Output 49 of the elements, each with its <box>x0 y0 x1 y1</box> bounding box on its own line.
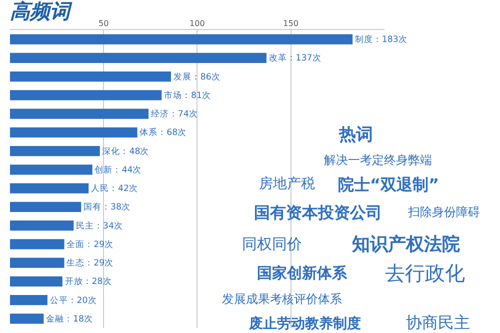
bar <box>10 164 92 175</box>
x-tick-label: 100 <box>190 18 205 28</box>
bar <box>10 202 82 212</box>
annotation: 国有资本投资公司 <box>254 203 382 222</box>
x-tick-label: 50 <box>98 18 109 28</box>
data-label: 创新：44次 <box>94 164 142 176</box>
bar <box>10 52 266 64</box>
annotation: 热词 <box>338 125 373 145</box>
data-label: 国有：38次 <box>83 202 130 213</box>
data-label: 公平：20次 <box>50 294 97 306</box>
annotation: 解决一考定终身弊端 <box>324 153 432 167</box>
data-label: 生态：29次 <box>66 258 114 269</box>
bar <box>10 294 48 306</box>
bar <box>10 146 100 156</box>
text: 去行政化 <box>385 261 465 285</box>
bar <box>10 34 353 44</box>
annotation: 院士“双退制” <box>338 175 440 194</box>
bar <box>10 127 138 138</box>
data-label: 开放：28次 <box>64 276 112 288</box>
data-label: 人民：42次 <box>90 183 138 194</box>
text: 扫除身份障碍 <box>407 205 480 219</box>
annotation: 知识产权法院 <box>351 234 460 255</box>
data-label: 发展：86次 <box>173 71 220 82</box>
data-label: 市场：81次 <box>164 90 211 101</box>
bar <box>10 258 64 268</box>
data-label: 全面：29次 <box>66 238 114 250</box>
bar <box>10 239 64 250</box>
annotation: 发展成果考核评价体系 <box>222 292 342 306</box>
annotation: 房地产税 <box>259 176 315 192</box>
annotation: 同权同价 <box>242 235 302 253</box>
chart-title: 高频词 <box>10 0 73 23</box>
x-tick-label: 150 <box>283 18 298 28</box>
data-label: 改革：137次 <box>268 52 322 64</box>
data-label: 经济：74次 <box>150 108 198 120</box>
bar <box>10 183 89 194</box>
data-label: 深化：48次 <box>102 146 150 157</box>
data-label: 金融：18次 <box>46 313 94 324</box>
data-label: 体系：68次 <box>140 127 187 138</box>
annotation: 废止劳动教养制度 <box>248 315 361 332</box>
bar <box>10 90 162 100</box>
annotation: 国家创新体系 <box>257 264 348 282</box>
text: 协商民主 <box>406 313 470 332</box>
data-label: 民主：34次 <box>76 220 123 232</box>
bar <box>10 314 44 324</box>
bar <box>10 71 171 82</box>
data-label: 制度：183次 <box>354 34 408 46</box>
bar <box>10 220 74 231</box>
bar <box>10 276 62 287</box>
bar <box>10 108 149 119</box>
